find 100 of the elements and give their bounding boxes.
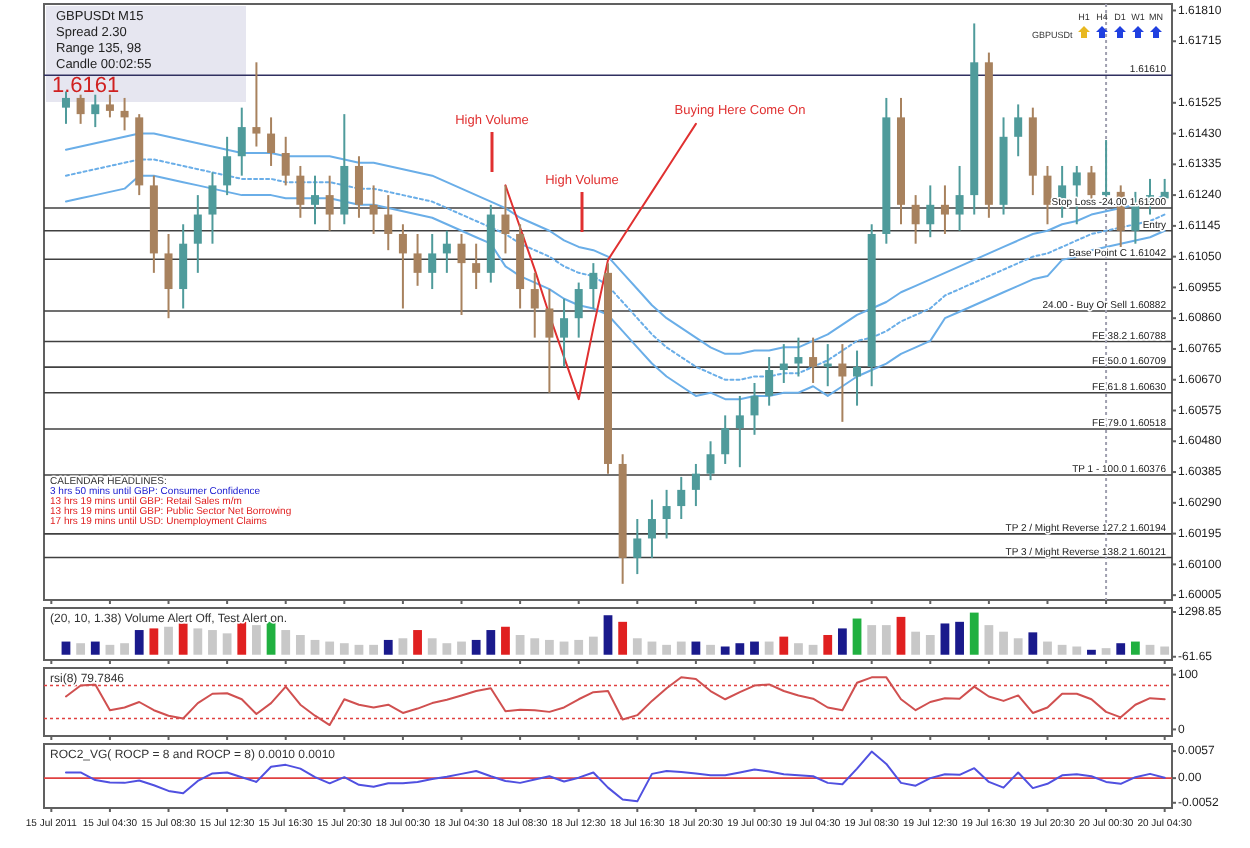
candlestick	[647, 498, 656, 559]
bar	[1043, 641, 1052, 655]
bar	[955, 621, 964, 655]
bar	[295, 634, 305, 655]
candlestick	[354, 155, 363, 219]
candlestick	[779, 343, 788, 384]
candlestick	[208, 171, 217, 245]
bar	[90, 641, 100, 655]
candlestick	[530, 271, 539, 339]
candlestick	[911, 194, 920, 245]
candlestick	[926, 184, 935, 239]
line-series	[504, 122, 697, 401]
bar	[369, 644, 379, 655]
candlestick	[296, 164, 305, 219]
candlestick	[750, 381, 759, 436]
bar	[515, 634, 525, 655]
bar	[676, 641, 686, 655]
bar	[881, 625, 891, 655]
bar	[867, 625, 877, 655]
bar	[398, 638, 408, 655]
candlestick	[91, 93, 100, 129]
bar	[999, 631, 1008, 655]
bar	[413, 630, 422, 655]
candlestick	[691, 462, 700, 508]
annotation: 1.6161	[52, 74, 120, 98]
bar	[852, 618, 862, 655]
bar	[1145, 644, 1155, 655]
bar	[222, 633, 232, 655]
bar	[457, 641, 466, 655]
bar	[823, 634, 833, 655]
bar	[208, 630, 217, 655]
bar	[545, 639, 554, 655]
candlestick	[501, 184, 510, 255]
bar	[310, 639, 320, 655]
bar	[588, 636, 598, 655]
bar	[1028, 632, 1038, 655]
bar	[61, 641, 71, 655]
candlestick	[794, 336, 803, 378]
bar	[735, 643, 745, 655]
bar	[120, 643, 129, 655]
bar	[691, 641, 701, 655]
candlestick	[164, 232, 173, 320]
bar	[779, 636, 789, 655]
bar	[427, 638, 437, 655]
candlestick	[574, 281, 583, 339]
candlestick	[61, 90, 70, 125]
bar	[339, 643, 349, 655]
candlestick	[179, 223, 188, 310]
bar	[1116, 643, 1126, 655]
candlestick	[120, 96, 129, 132]
bar	[1101, 648, 1111, 655]
bar	[134, 630, 144, 655]
bar	[193, 628, 203, 655]
bar	[764, 641, 774, 655]
candlestick	[442, 229, 451, 274]
bar	[720, 646, 730, 655]
candlestick	[311, 174, 320, 226]
candlestick	[1043, 164, 1052, 226]
bar	[76, 643, 86, 655]
bar	[501, 626, 510, 655]
bar	[237, 621, 247, 655]
candlestick	[940, 184, 949, 235]
bar	[530, 638, 540, 655]
candlestick	[457, 232, 466, 316]
bar	[1013, 638, 1023, 655]
bar	[1160, 646, 1170, 655]
candlestick	[398, 223, 407, 310]
candlestick	[677, 475, 686, 521]
candlestick	[325, 174, 334, 232]
candlestick	[413, 232, 422, 287]
bar	[794, 643, 803, 655]
bar	[442, 643, 452, 655]
candlestick	[823, 343, 832, 388]
candlestick	[662, 488, 671, 540]
bar	[896, 616, 906, 655]
candlestick	[472, 242, 481, 291]
candlestick	[105, 93, 114, 119]
candlestick	[838, 343, 847, 423]
bar	[105, 644, 115, 655]
bar	[1130, 641, 1140, 655]
bar	[940, 623, 950, 655]
bar	[486, 630, 496, 655]
candlestick	[589, 262, 598, 310]
candlestick	[384, 194, 393, 252]
candlestick	[765, 356, 774, 407]
candlestick	[706, 440, 715, 482]
bar	[647, 641, 657, 655]
bar	[925, 634, 935, 655]
bar	[1087, 649, 1096, 655]
bar	[984, 625, 994, 655]
candlestick	[369, 184, 378, 235]
bar	[252, 625, 261, 655]
candlestick	[853, 349, 862, 407]
bar	[164, 626, 173, 655]
bar	[706, 644, 715, 655]
bar	[383, 639, 393, 655]
bar	[574, 639, 584, 655]
bar	[149, 628, 159, 655]
candlestick	[721, 414, 730, 465]
bar	[281, 630, 291, 655]
